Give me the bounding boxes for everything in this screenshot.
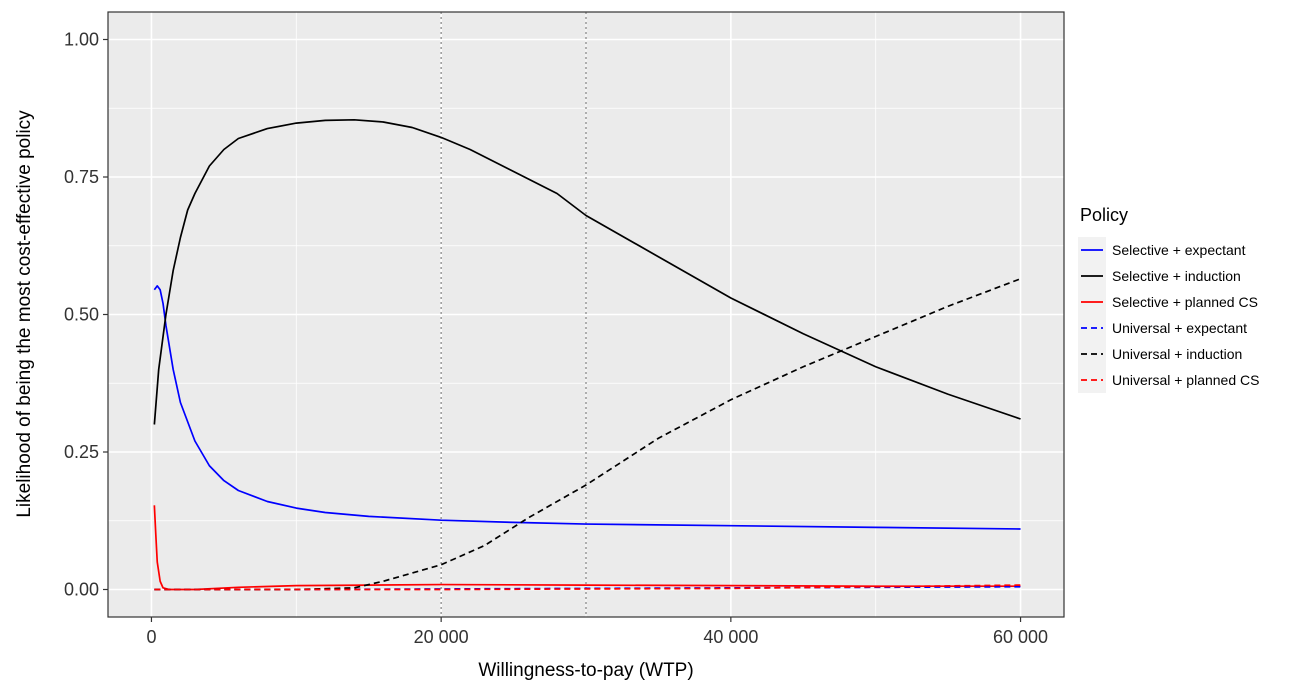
legend: Policy Selective + expectant Selective + … <box>1078 205 1259 393</box>
x-tick-label: 60 000 <box>993 627 1048 647</box>
legend-label: Universal + induction <box>1112 346 1242 362</box>
series-line-5 <box>154 277 1021 591</box>
y-tick-label: 0.00 <box>64 580 99 600</box>
y-axis-title: Likelihood of being the most cost-effect… <box>14 110 35 518</box>
series-line-3 <box>153 505 1021 591</box>
legend-label: Selective + expectant <box>1112 242 1246 258</box>
legend-title: Policy <box>1080 205 1128 225</box>
y-tick-label: 0.75 <box>64 167 99 187</box>
legend-label: Selective + induction <box>1112 268 1241 284</box>
series-layer <box>153 118 1021 591</box>
series-line-2 <box>153 118 1021 425</box>
legend-label: Universal + expectant <box>1112 320 1247 336</box>
x-axis: 0 20 000 40 000 60 000 <box>146 617 1048 647</box>
x-axis-title: Willingness-to-pay (WTP) <box>478 660 693 681</box>
y-axis: 0.00 0.25 0.50 0.75 1.00 <box>64 30 108 600</box>
legend-label: Selective + planned CS <box>1112 294 1258 310</box>
x-tick-label: 0 <box>146 627 156 647</box>
series-line-1 <box>153 285 1021 530</box>
x-tick-label: 20 000 <box>414 627 469 647</box>
x-tick-label: 40 000 <box>703 627 758 647</box>
y-tick-label: 1.00 <box>64 30 99 50</box>
series-line-6 <box>154 584 1021 591</box>
y-tick-label: 0.50 <box>64 305 99 325</box>
y-tick-label: 0.25 <box>64 442 99 462</box>
legend-label: Universal + planned CS <box>1112 372 1259 388</box>
reference-lines <box>440 12 587 617</box>
